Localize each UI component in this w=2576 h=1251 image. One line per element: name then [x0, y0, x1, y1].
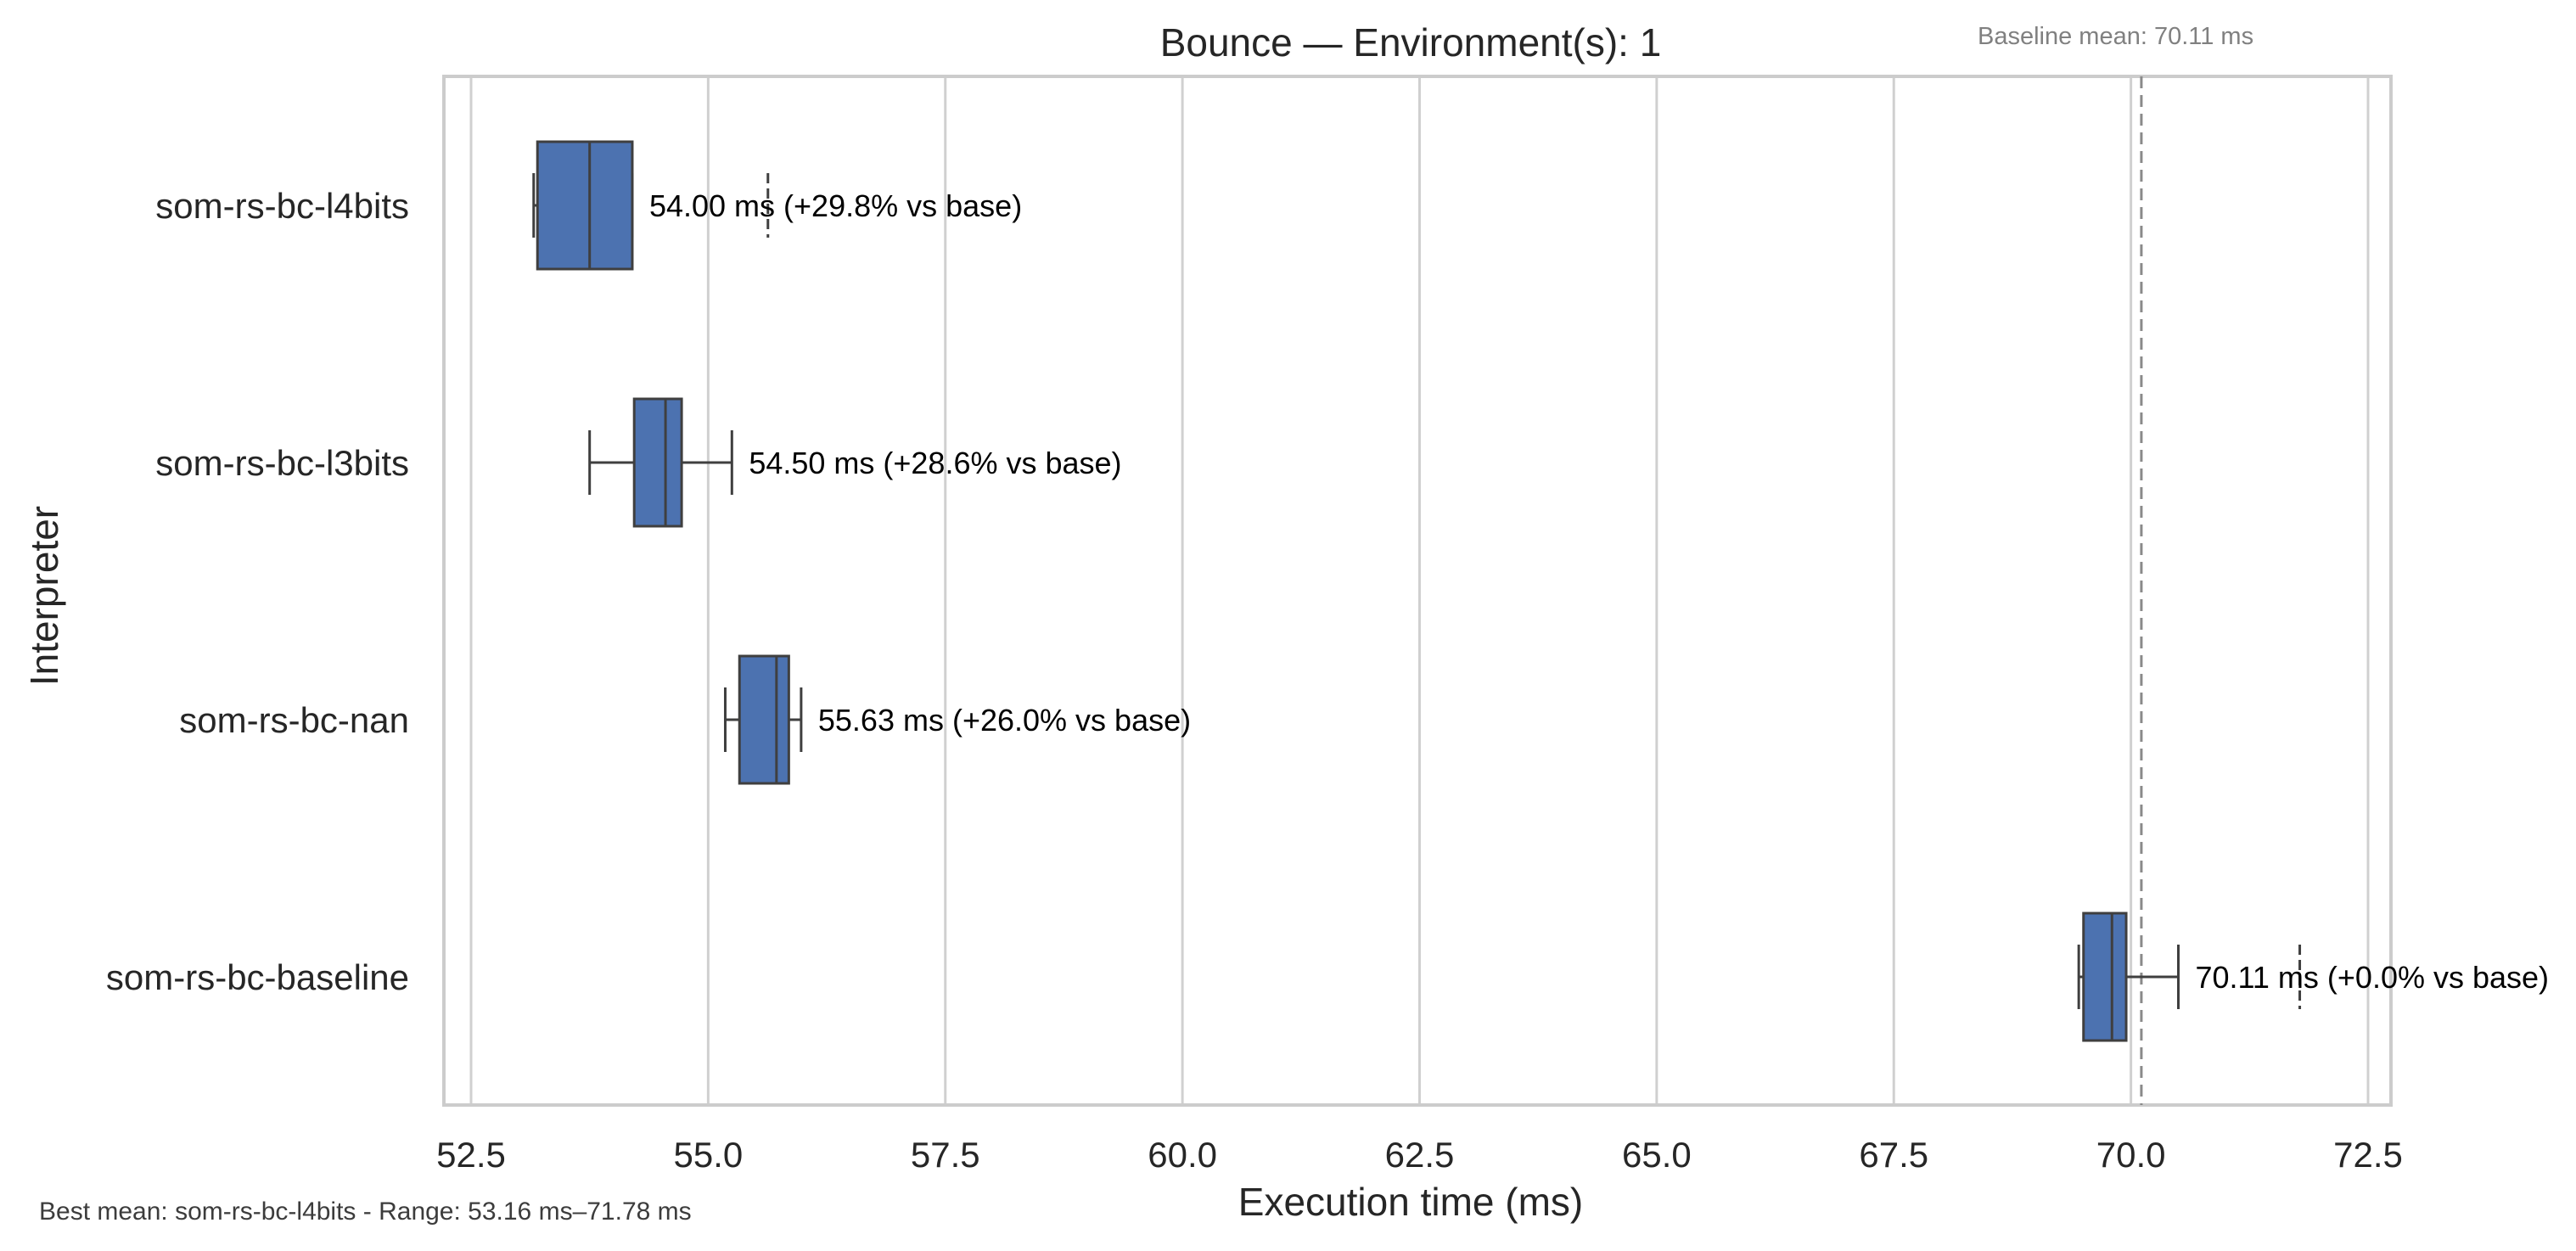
y-axis-label: Interpreter — [22, 506, 66, 686]
x-tick-label: 70.0 — [2096, 1135, 2166, 1175]
box-iqr — [536, 140, 634, 271]
y-category-label: som-rs-bc-nan — [179, 700, 409, 740]
x-tick-label: 60.0 — [1148, 1135, 1217, 1175]
box-som-rs-bc-l3bits: 54.50 ms (+28.6% vs base) — [588, 397, 1122, 528]
x-axis-label: Execution time (ms) — [1238, 1180, 1583, 1224]
x-tick-label: 52.5 — [436, 1135, 506, 1175]
y-category-labels: som-rs-bc-l4bits som-rs-bc-l3bits som-rs-b… — [106, 186, 409, 997]
box-annotation: 54.00 ms (+29.8% vs base) — [649, 188, 1022, 223]
box-annotation: 55.63 ms (+26.0% vs base) — [818, 703, 1191, 738]
x-tick-label: 72.5 — [2333, 1135, 2403, 1175]
box-iqr — [2082, 912, 2128, 1042]
x-tick-label: 55.0 — [674, 1135, 744, 1175]
box-iqr — [738, 654, 790, 785]
y-category-label: som-rs-bc-l3bits — [155, 443, 409, 483]
grid-lines — [469, 76, 2370, 1105]
box-som-rs-bc-l4bits: 54.00 ms (+29.8% vs base) — [532, 140, 1022, 271]
footer-note: Best mean: som-rs-bc-l4bits - Range: 53.… — [39, 1198, 692, 1226]
chart-title: Bounce — Environment(s): 1 — [1160, 20, 1662, 65]
box-iqr — [632, 397, 683, 528]
box-annotation: 70.11 ms (+0.0% vs base) — [2196, 960, 2550, 995]
x-tick-label: 62.5 — [1385, 1135, 1455, 1175]
x-tick-label: 67.5 — [1859, 1135, 1928, 1175]
plot-frame — [442, 75, 2393, 1107]
y-category-label: som-rs-bc-baseline — [106, 957, 409, 997]
baseline-mean-note: Baseline mean: 70.11 ms — [1978, 23, 2253, 50]
box-som-rs-bc-nan: 55.63 ms (+26.0% vs base) — [723, 654, 1191, 785]
x-tick-label: 65.0 — [1622, 1135, 1692, 1175]
y-category-label: som-rs-bc-l4bits — [155, 186, 409, 226]
box-som-rs-bc-baseline: 70.11 ms (+0.0% vs base) — [2077, 912, 2550, 1042]
box-layer: 54.00 ms (+29.8% vs base) 54.50 ms (+28.6… — [532, 140, 2550, 1042]
x-tick-labels: 52.5 55.0 57.5 60.0 62.5 65.0 67.5 70.0 72.5 — [436, 1135, 2403, 1175]
box-annotation: 54.50 ms (+28.6% vs base) — [749, 446, 1121, 480]
x-tick-label: 57.5 — [911, 1135, 980, 1175]
